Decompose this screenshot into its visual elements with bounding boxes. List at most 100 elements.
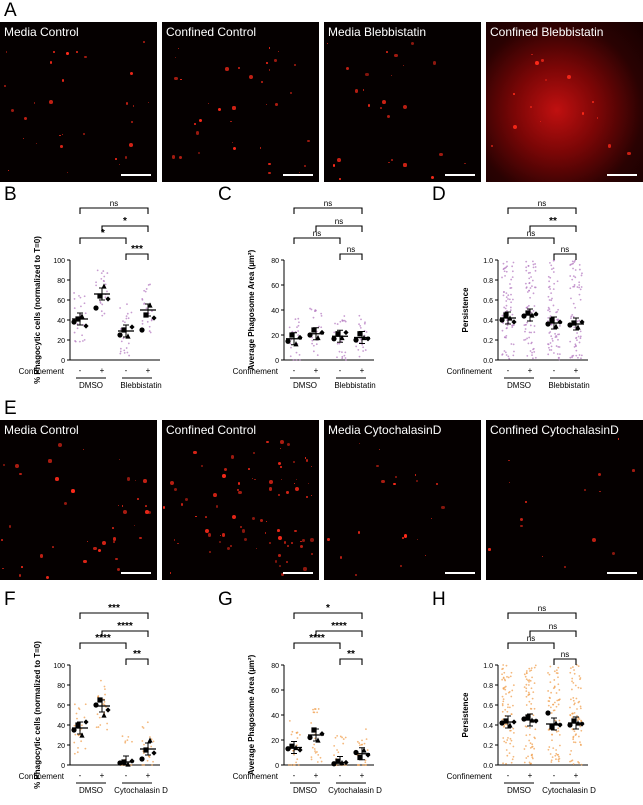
data-point [576,320,579,323]
cell-spot [281,573,285,577]
data-point [526,354,529,357]
cell-spot [227,547,231,551]
chart-panel-g: G 0 20 40 60 80 Average Phagosome Area (µm²) Co… [214,585,428,800]
data-point [317,753,320,756]
data-point [571,260,574,263]
data-point [510,278,513,281]
data-point [314,751,317,754]
data-point [528,761,531,764]
cell-spot [513,92,516,95]
replicate-circle [499,317,505,323]
y-tick-label: 0.2 [483,743,493,750]
cell-spot [295,487,300,492]
data-point [528,282,531,285]
data-point [532,260,534,263]
data-point [534,263,536,265]
data-point [531,354,533,357]
data-point [510,761,513,764]
data-point [505,296,508,299]
data-point [336,323,339,325]
data-point [312,711,315,714]
micrograph-title: Media Blebbistatin [328,25,427,39]
data-point [123,349,126,352]
data-point [316,354,319,357]
cell-spot [276,528,280,532]
cell-spot [611,552,615,556]
data-point [505,334,508,337]
data-point [557,318,560,321]
micrograph-3: Media Blebbistatin [324,22,481,182]
significance-label: **** [309,633,325,644]
data-point [510,286,513,289]
data-point [311,342,314,345]
data-point [511,298,514,301]
data-point [525,687,528,690]
cell-spot [173,487,177,491]
replicate-square [549,317,555,323]
y-tick-label: 60 [271,283,279,290]
data-point [553,686,556,689]
cell-spot [61,79,65,83]
significance-bracket [293,642,341,649]
data-point [84,703,87,706]
replicate-diamond [343,329,349,336]
cell-spot [15,463,20,468]
y-axis-label: % Phagocytic cells (normalized to T=0) [33,236,42,384]
cell-spot [403,534,408,538]
data-point [549,681,552,684]
data-point [547,672,549,674]
data-point [573,702,576,705]
y-tick-label: 0.0 [483,763,493,770]
data-point [579,335,582,338]
data-point [320,760,323,763]
scale-bar [445,572,475,574]
replicate-square [143,747,149,753]
data-point [530,276,532,278]
data-point [297,317,300,320]
data-point [554,332,556,335]
data-point [549,342,552,344]
micrograph-4: Confined Blebbistatin [486,22,643,182]
data-point [580,354,583,357]
data-point [502,268,505,271]
condition-label: - [79,366,82,375]
data-point [552,259,555,262]
data-point [316,711,319,714]
replicate-diamond [105,707,111,713]
cell-spot [435,482,439,486]
data-point [533,351,536,353]
scale-bar [607,174,637,176]
data-point [311,339,314,342]
data-point [313,708,316,710]
data-point [572,735,575,738]
data-point [569,753,572,756]
data-point [555,692,558,694]
data-point [580,274,583,277]
y-tick-label: 60 [57,703,65,710]
data-point [122,337,125,340]
data-point [126,739,129,742]
data-point [578,319,581,322]
data-point [570,297,572,300]
data-point [531,756,534,759]
cell-spot [219,534,221,537]
cell-spot [261,81,263,83]
data-point [579,678,581,681]
data-point [547,309,549,312]
cell-spot [23,117,27,121]
data-point [359,324,362,327]
micrograph-title: Media CytochalasinD [328,423,442,437]
data-point [501,678,504,681]
data-point [548,280,551,283]
data-point [510,695,513,698]
data-point [578,354,581,356]
data-point [524,328,527,330]
data-point [358,764,361,766]
replicate-triangle [101,712,107,718]
data-point [100,679,102,682]
data-point [510,671,513,674]
data-point [574,741,577,744]
data-point [547,353,550,356]
cell-spot [207,102,210,105]
group-label: Blebbistatin [120,381,161,390]
